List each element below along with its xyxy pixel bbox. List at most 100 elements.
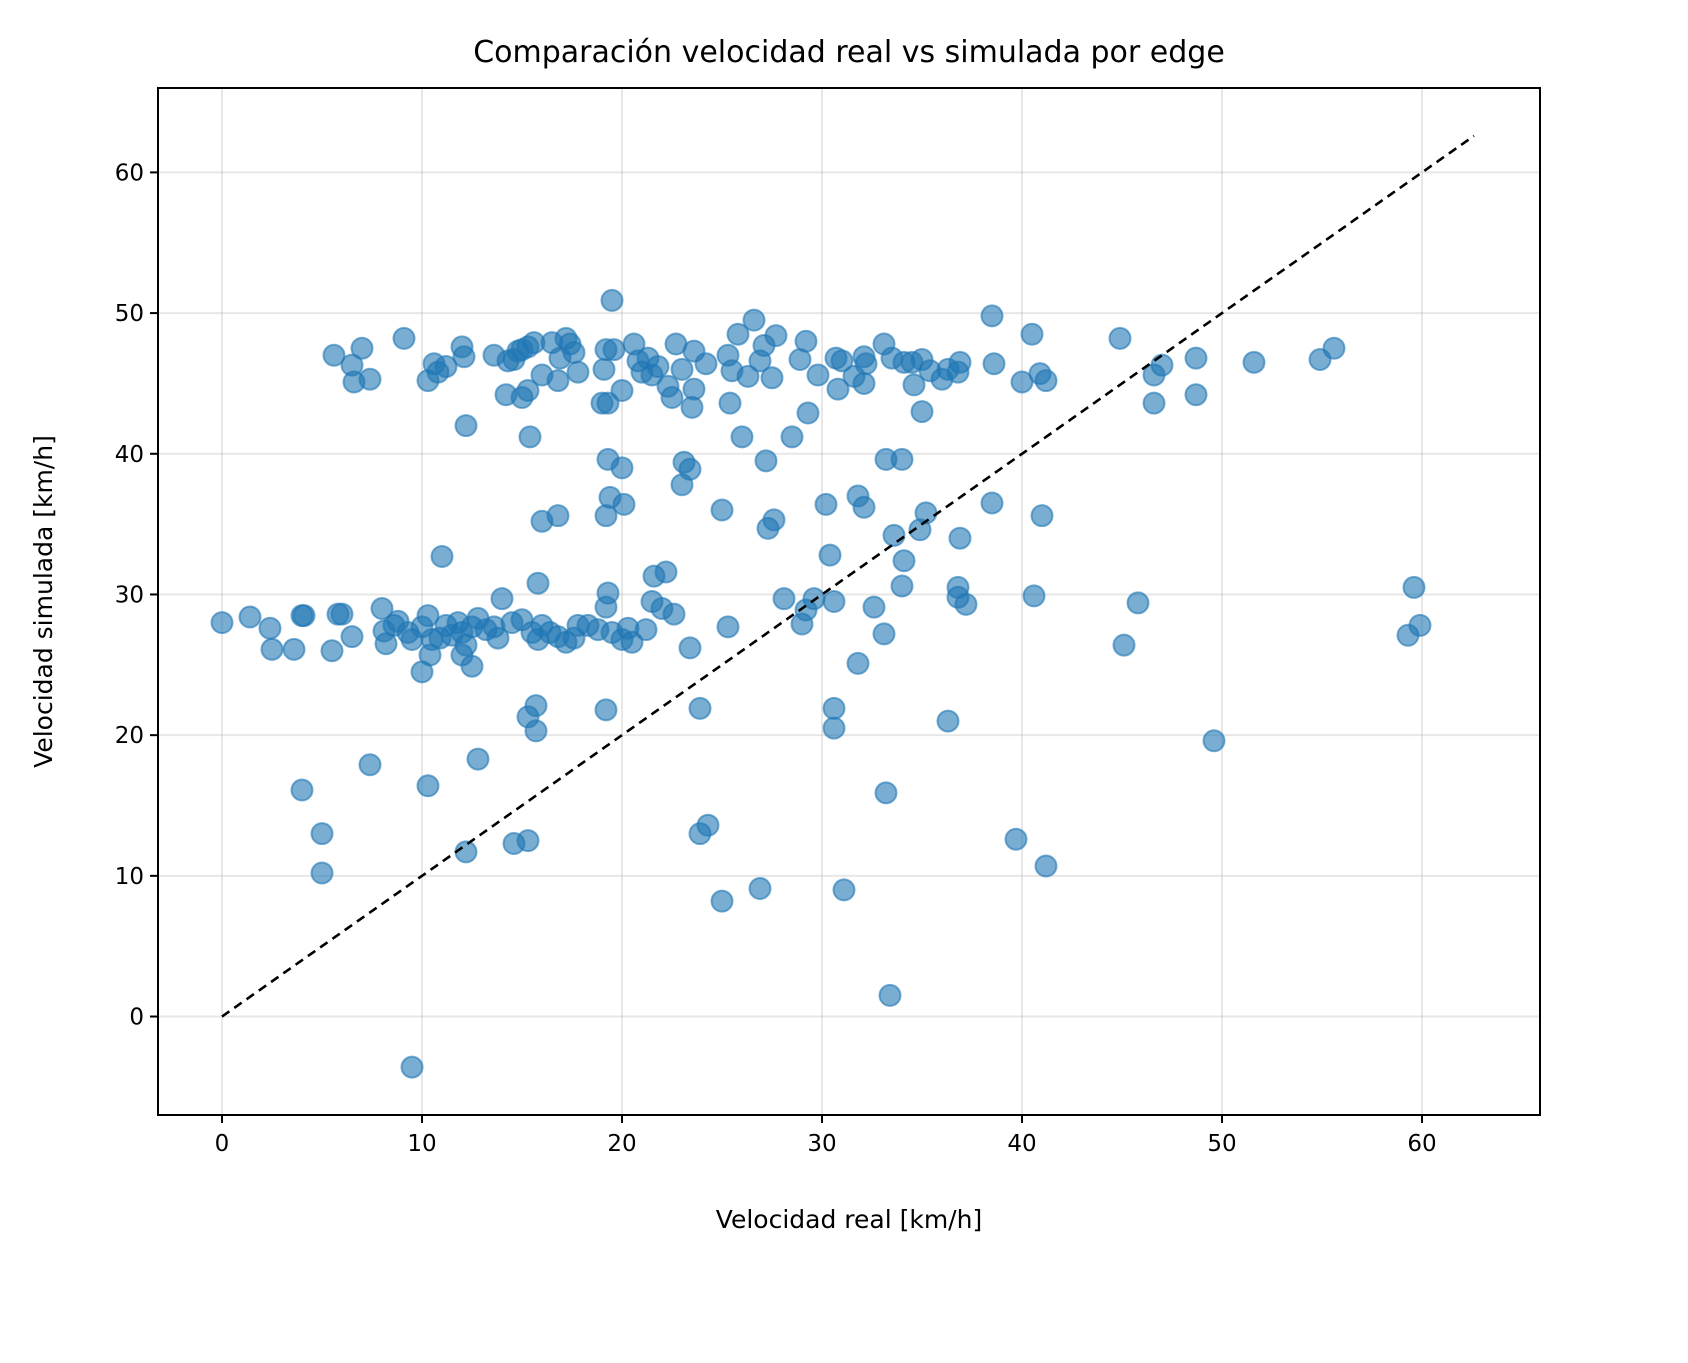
- scatter-point: [340, 625, 364, 649]
- scatter-point: [1108, 326, 1132, 350]
- scatter-point: [258, 616, 282, 640]
- scatter-point: [822, 590, 846, 613]
- scatter-point: [730, 425, 754, 449]
- scatter-point: [594, 698, 618, 722]
- scatter-point: [524, 694, 548, 718]
- scatter-point: [600, 288, 624, 312]
- scatter-point: [310, 822, 334, 846]
- scatter-point: [358, 367, 382, 391]
- scatter-point: [486, 626, 510, 650]
- scatter-point: [454, 414, 478, 438]
- scatter-point: [670, 357, 694, 381]
- scatter-point: [874, 781, 898, 805]
- scatter-point: [454, 840, 478, 864]
- y-axis-label: Velocidad simulada [km/h]: [29, 435, 58, 768]
- scatter-point: [716, 615, 740, 639]
- scatter-point: [726, 322, 750, 346]
- scatter-point: [1112, 633, 1136, 657]
- scatter-point: [862, 595, 886, 619]
- scatter-point: [1242, 350, 1266, 374]
- x-tick-label: 20: [607, 1131, 636, 1157]
- scatter-point: [490, 587, 514, 611]
- scatter-point: [612, 492, 636, 516]
- scatter-point: [754, 449, 778, 473]
- scatter-point: [1020, 322, 1044, 346]
- scatter-point: [982, 352, 1006, 376]
- y-tick-label: 60: [115, 160, 144, 186]
- scatter-point: [678, 636, 702, 660]
- scatter-point: [892, 549, 916, 573]
- scatter-point: [890, 447, 914, 471]
- scatter-point: [822, 716, 846, 740]
- scatter-point: [594, 504, 618, 528]
- y-tick-label: 0: [129, 1005, 144, 1031]
- scatter-point: [592, 357, 616, 381]
- scatter-point: [516, 829, 540, 853]
- scatter-point: [826, 377, 850, 401]
- scatter-point: [846, 651, 870, 675]
- scatter-point: [936, 709, 960, 733]
- scatter-point: [1126, 591, 1150, 615]
- scatter-point: [814, 492, 838, 516]
- x-axis-label: Velocidad real [km/h]: [716, 1205, 982, 1234]
- scatter-point: [736, 364, 760, 388]
- scatter-point: [832, 878, 856, 902]
- scatter-point: [602, 338, 626, 362]
- scatter-point: [358, 753, 382, 777]
- scatter-point: [210, 611, 234, 635]
- x-tick-label: 50: [1207, 1131, 1236, 1157]
- scatter-point: [526, 571, 550, 595]
- scatter-point: [320, 639, 344, 663]
- scatter-point: [1150, 353, 1174, 377]
- scatter-point: [902, 373, 926, 397]
- data-points: [210, 288, 1432, 1079]
- scatter-point: [350, 336, 374, 360]
- scatter-point: [948, 350, 972, 374]
- scatter-point: [980, 491, 1004, 515]
- scatter-point: [742, 308, 766, 332]
- x-tick-label: 40: [1007, 1131, 1036, 1157]
- x-axis-ticks: 0 10 20 30 40 50 60: [215, 1115, 1437, 1157]
- y-tick-label: 30: [115, 582, 144, 608]
- scatter-point: [530, 363, 554, 387]
- scatter-point: [370, 597, 394, 621]
- scatter-point: [1022, 584, 1046, 608]
- scatter-point: [660, 386, 684, 410]
- scatter-point: [238, 605, 262, 629]
- plot-frame: [157, 87, 1541, 1116]
- scatter-point: [546, 504, 570, 528]
- scatter-point: [1184, 346, 1208, 370]
- scatter-point: [310, 861, 334, 885]
- scatter-point: [634, 618, 658, 642]
- scatter-point: [518, 425, 542, 449]
- scatter-point: [466, 747, 490, 771]
- y-axis-ticks: 0 10 20 30 40 50 60: [115, 160, 158, 1031]
- scatter-point: [890, 574, 914, 598]
- scatter-point: [806, 363, 830, 387]
- scatter-point: [290, 778, 314, 802]
- scatter-point: [566, 360, 590, 384]
- scatter-point: [1402, 575, 1426, 599]
- scatter-point: [524, 719, 548, 743]
- scatter-point: [682, 377, 706, 401]
- scatter-point: [872, 622, 896, 646]
- scatter-point: [822, 696, 846, 720]
- scatter-point: [818, 543, 842, 567]
- scatter-point: [796, 401, 820, 425]
- reference-line-identity: [221, 134, 1475, 1018]
- scatter-point: [830, 349, 854, 373]
- scatter-point: [748, 876, 772, 900]
- scatter-point: [400, 1055, 424, 1079]
- scatter-point: [610, 378, 634, 402]
- scatter-point: [1202, 729, 1226, 753]
- scatter-point: [1030, 504, 1054, 528]
- scatter-point: [980, 304, 1004, 328]
- scatter-point: [392, 326, 416, 350]
- y-tick-label: 40: [115, 442, 144, 468]
- scatter-point: [654, 560, 678, 584]
- scatter-point: [460, 654, 484, 678]
- scatter-point: [1322, 336, 1346, 360]
- scatter-point: [322, 343, 346, 367]
- scatter-point: [562, 340, 586, 364]
